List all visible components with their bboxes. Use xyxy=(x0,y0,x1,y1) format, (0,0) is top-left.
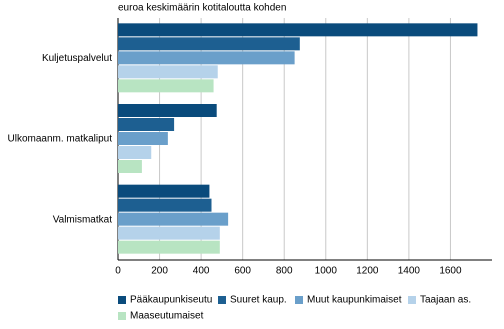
bar xyxy=(118,51,295,65)
legend-swatch xyxy=(218,296,226,304)
bar xyxy=(118,184,210,198)
x-tick-label: 0 xyxy=(115,266,121,277)
legend-swatch xyxy=(408,296,416,304)
legend-label: Taajaan as. xyxy=(420,295,471,306)
bar xyxy=(118,198,212,212)
bar xyxy=(118,23,478,37)
bar xyxy=(118,37,300,51)
x-tick-label: 800 xyxy=(276,266,293,277)
bar xyxy=(118,212,229,226)
bar xyxy=(118,118,175,131)
legend-label: Suuret kaup. xyxy=(230,295,287,306)
bar xyxy=(118,160,142,173)
bar xyxy=(118,104,217,117)
x-tick-label: 600 xyxy=(234,266,251,277)
y-tick-label: Kuljetuspalvelut xyxy=(42,53,112,64)
x-tick-label: 1600 xyxy=(439,266,462,277)
legend-swatch xyxy=(295,296,303,304)
y-tick-label: Valmismatkat xyxy=(53,214,112,225)
bar xyxy=(118,240,220,254)
chart-subtitle: euroa keskimäärin kotitaloutta kohden xyxy=(118,3,286,14)
bar xyxy=(118,79,214,93)
x-tick-label: 200 xyxy=(151,266,168,277)
legend-label: Pääkaupunkiseutu xyxy=(130,295,212,306)
bar xyxy=(118,226,220,240)
legend-label: Maaseutumaiset xyxy=(130,311,204,322)
legend-swatch xyxy=(118,312,126,320)
bar xyxy=(118,146,152,159)
y-tick-label: Ulkomaanm. matkaliput xyxy=(8,134,113,145)
legend-swatch xyxy=(118,296,126,304)
x-tick-label: 1400 xyxy=(398,266,421,277)
x-tick-label: 1000 xyxy=(315,266,338,277)
x-tick-label: 1200 xyxy=(356,266,379,277)
bar xyxy=(118,65,218,79)
x-tick-label: 400 xyxy=(193,266,210,277)
bar xyxy=(118,132,168,145)
legend-label: Muut kaupunkimaiset xyxy=(307,295,402,306)
